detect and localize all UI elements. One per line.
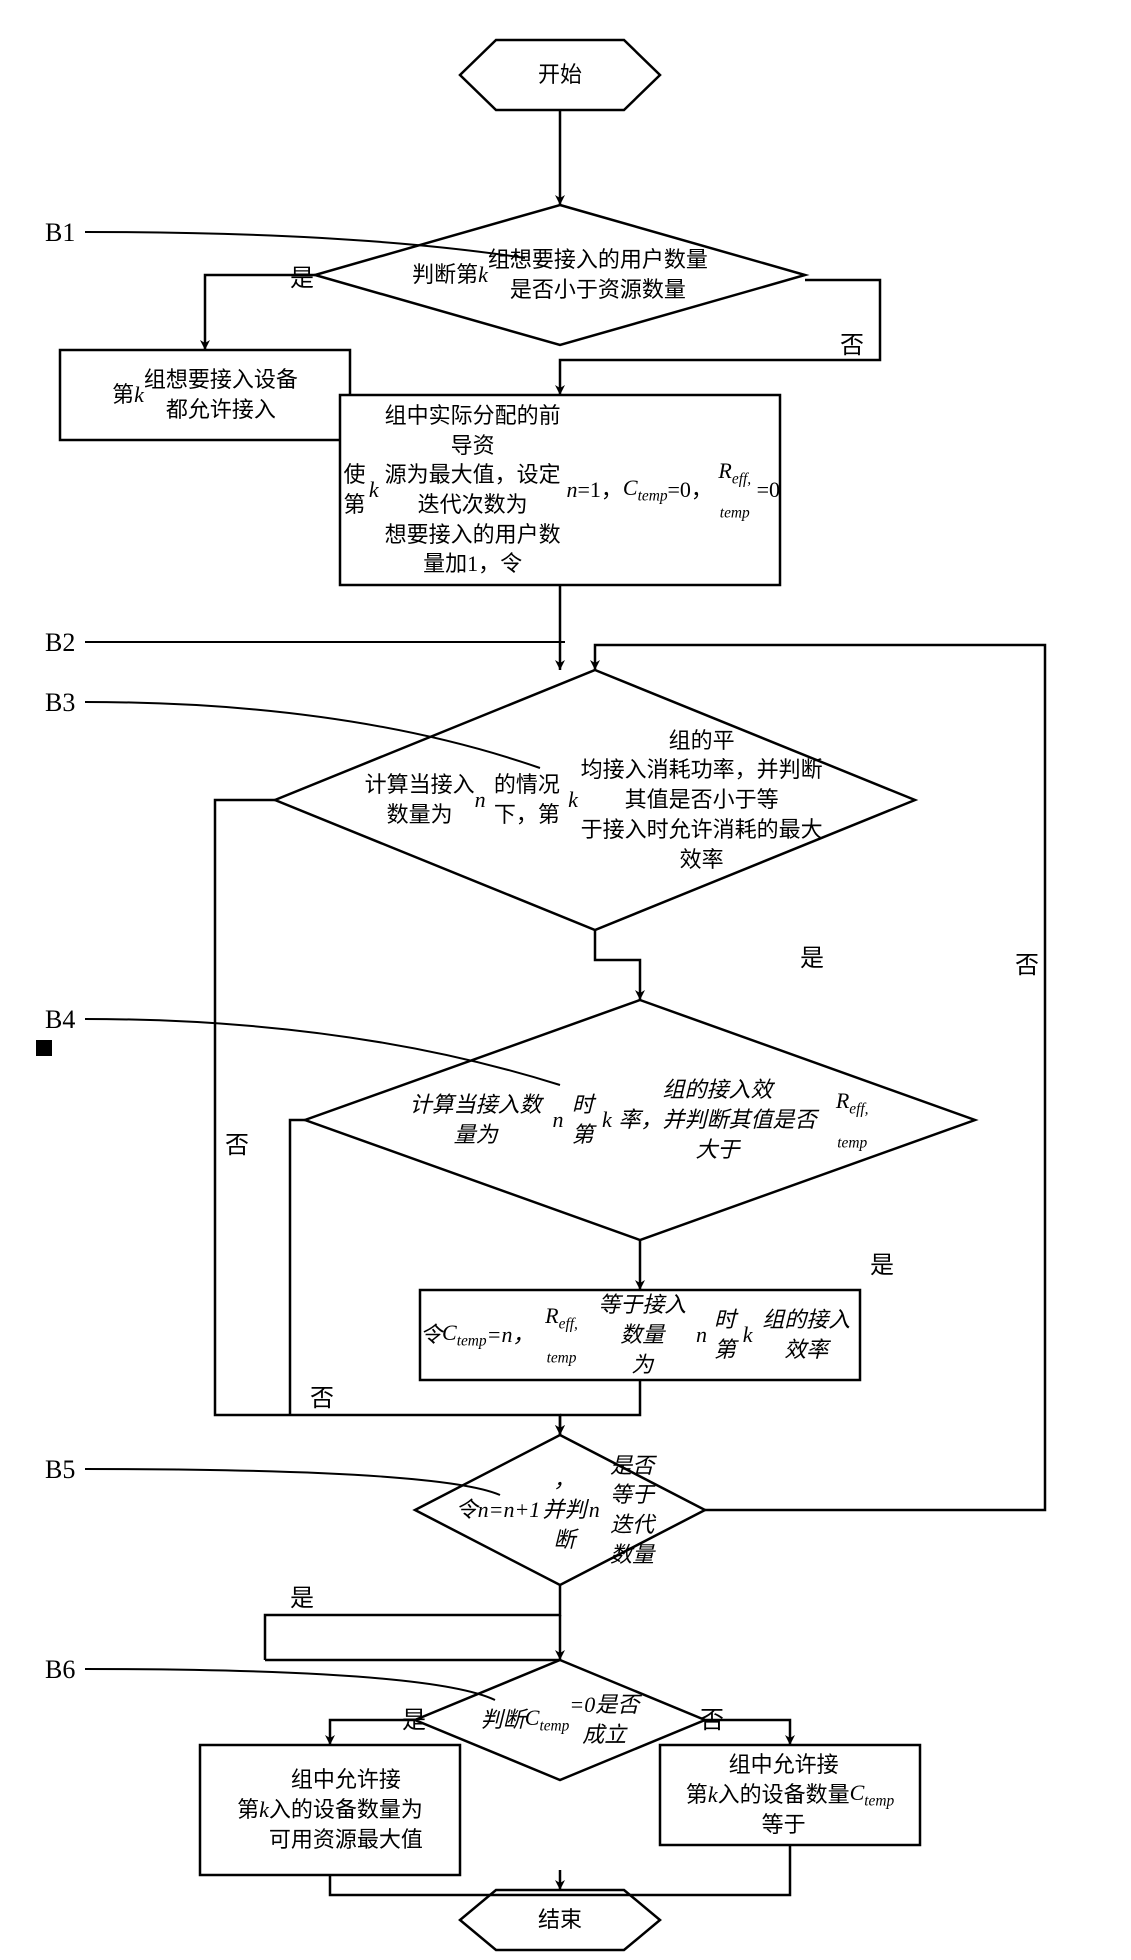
square-marker <box>36 1040 52 1056</box>
leader-B5 <box>85 1469 500 1495</box>
node-text-b6_dec: 判断Ctemp=0是否成立 <box>456 1669 665 1771</box>
node-text-end: 结束 <box>460 1890 660 1950</box>
edge-7 <box>290 1120 305 1415</box>
node-text-start: 开始 <box>460 40 660 110</box>
step-label-B4: B4 <box>45 1005 75 1035</box>
node-text-b5_dec: 令n=n+1，并判断n是否等于迭代数量 <box>456 1446 665 1574</box>
node-text-b4_dec: 计算当接入数量为n时第k组的接入效率，并判断其值是否大于Reff, temp <box>399 1018 881 1222</box>
edge-17 <box>560 1845 790 1895</box>
edge-label-b1_yes_lbl: 是 <box>290 258 314 293</box>
edge-label-b6_yes_lbl: 是 <box>402 1700 426 1735</box>
step-label-B3: B3 <box>45 688 75 718</box>
node-text-b4_box: 令Ctemp=n，Reff, temp等于接入数量为n时第k组的接入效率 <box>420 1290 860 1380</box>
node-text-b1_no: 使第k组中实际分配的前导资源为最大值，设定迭代次数为想要接入的用户数量加1，令n… <box>340 395 780 585</box>
edge-label-b3_yes_lbl: 是 <box>800 938 824 973</box>
node-text-b6_yes: 第k组中允许接入的设备数量为可用资源最大值 <box>200 1745 460 1875</box>
edge-label-b4_no_lbl: 否 <box>310 1378 334 1413</box>
edge-label-b3_no_lbl: 否 <box>225 1125 249 1160</box>
node-text-b1_yes: 第k组想要接入设备都允许接入 <box>60 350 350 440</box>
step-label-B1: B1 <box>45 218 75 248</box>
edge-label-b4_yes_lbl: 是 <box>870 1245 894 1280</box>
step-label-B6: B6 <box>45 1655 75 1685</box>
edge-4 <box>595 930 640 1000</box>
step-label-B5: B5 <box>45 1455 75 1485</box>
edge-label-b1_no_lbl: 否 <box>840 325 864 360</box>
node-text-b1_dec: 判断第k组想要接入的用户数量是否小于资源数量 <box>384 216 737 335</box>
node-text-b3_dec: 计算当接入数量为n的情况下，第k组的平均接入消耗功率，并判断其值是否小于等于接入… <box>365 690 826 911</box>
leader-B6 <box>85 1669 495 1700</box>
edge-label-b5_no_lbl: 否 <box>1015 945 1039 980</box>
edge-8 <box>560 1380 640 1415</box>
step-label-B2: B2 <box>45 628 75 658</box>
node-text-b6_no: 第k组中允许接入的设备数量等于Ctemp <box>660 1745 920 1845</box>
edge-label-b6_no_lbl: 否 <box>700 1700 724 1735</box>
edge-label-b5_yes_lbl: 是 <box>290 1578 314 1613</box>
